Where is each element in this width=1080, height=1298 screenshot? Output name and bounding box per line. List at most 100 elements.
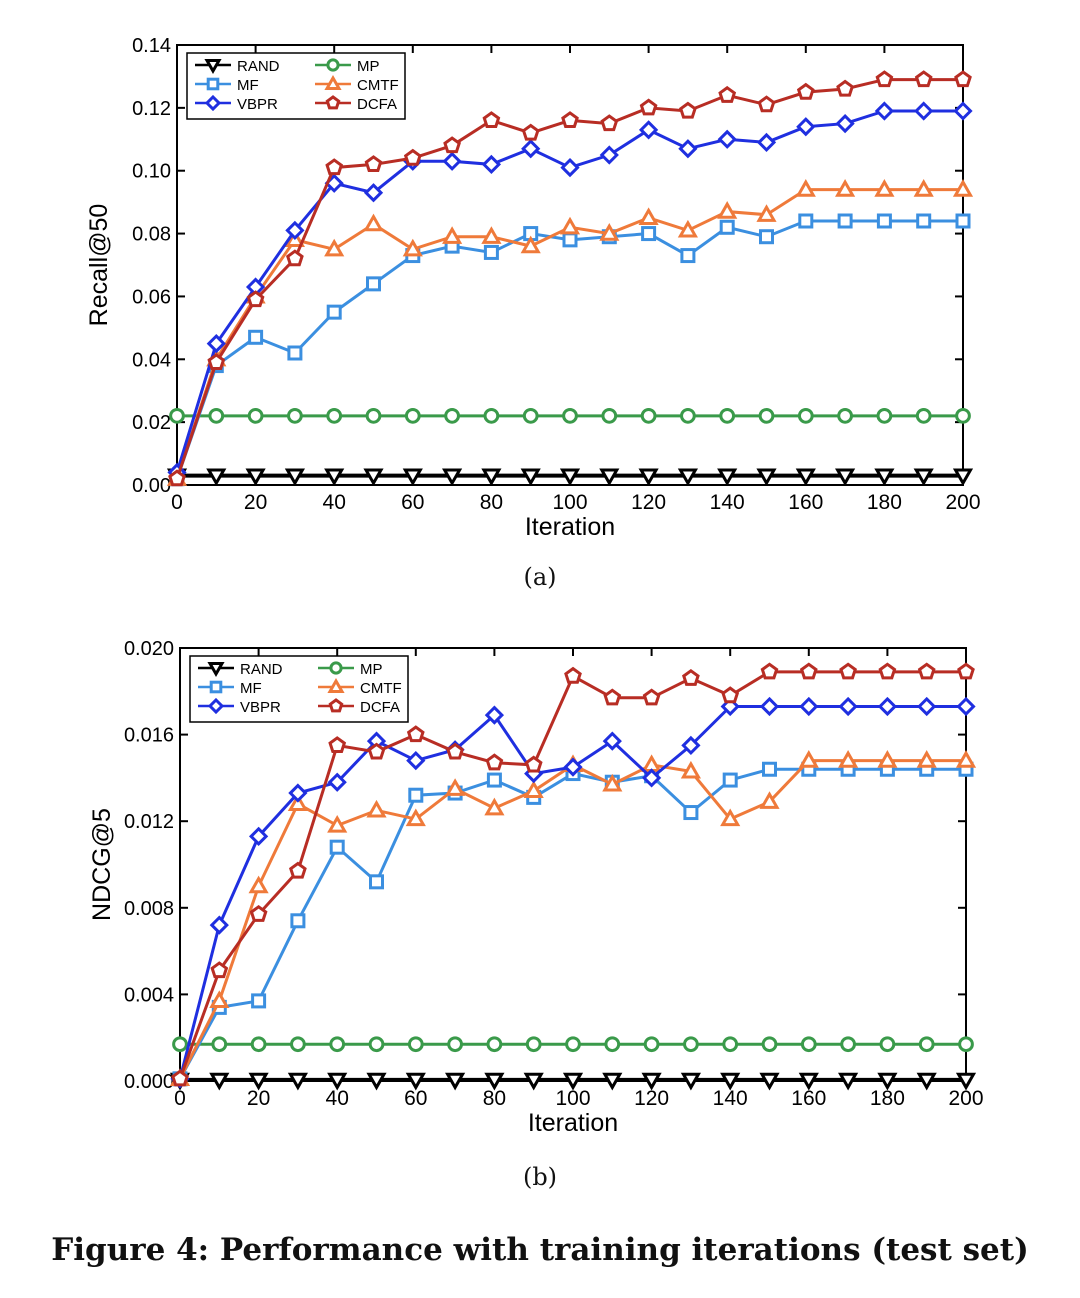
p0-data-point-mf bbox=[562, 232, 578, 248]
p0-data-point-dcfa bbox=[757, 95, 776, 113]
p1-data-point-mf bbox=[486, 772, 502, 788]
p0-x-tick-label: 160 bbox=[788, 491, 823, 514]
p1-data-point-cmtf bbox=[287, 793, 308, 812]
p0-data-point-vbpr bbox=[835, 113, 855, 134]
p1-legend-label-dcfa: DCFA bbox=[360, 699, 400, 716]
p0-data-point-vbpr bbox=[678, 139, 698, 159]
p1-data-point-mf bbox=[369, 874, 384, 890]
p1-data-point-dcfa bbox=[406, 725, 425, 743]
p1-data-point-vbpr bbox=[209, 915, 229, 935]
p1-legend-label-mp: MP bbox=[360, 661, 383, 678]
ndcg-chart: 0.000 0.004 0.008 0.012 0.016 0.020 0 20 40 60 80 1… bbox=[0, 600, 1080, 1160]
p0-data-point-mp bbox=[483, 407, 500, 424]
p0-data-point-cmtf bbox=[520, 235, 541, 254]
p1-data-point-dcfa bbox=[957, 662, 975, 680]
p0-x-tick-label: 80 bbox=[480, 491, 503, 514]
p0-data-point-dcfa bbox=[286, 249, 304, 267]
p1-data-point-rand bbox=[602, 1072, 623, 1091]
p1-data-point-cmtf bbox=[445, 778, 466, 796]
p1-data-point-mp bbox=[840, 1036, 856, 1053]
p0-data-point-rand bbox=[599, 468, 620, 487]
p1-legend-label-mf: MF bbox=[240, 680, 262, 697]
p1-legend-marker-rand bbox=[207, 662, 225, 678]
p0-data-point-cmtf bbox=[795, 179, 816, 197]
p0-data-point-vbpr bbox=[206, 333, 226, 354]
p0-data-point-vbpr bbox=[914, 101, 934, 121]
p0-data-point-mf bbox=[483, 244, 499, 260]
p1-data-point-dcfa bbox=[603, 688, 622, 706]
p0-data-point-mp bbox=[169, 407, 185, 424]
p1-data-point-dcfa bbox=[446, 742, 464, 760]
p0-data-point-mf bbox=[955, 213, 971, 229]
p0-data-point-mf bbox=[287, 345, 303, 361]
p1-data-point-vbpr bbox=[406, 750, 426, 771]
p1-data-point-rand bbox=[366, 1072, 387, 1091]
p1-data-point-mp bbox=[761, 1036, 778, 1053]
p0-legend-marker-cmtf bbox=[324, 74, 342, 90]
p1-data-point-dcfa bbox=[682, 668, 700, 686]
p0-data-point-mf bbox=[680, 248, 696, 264]
p0-x-tick-label: 120 bbox=[631, 491, 666, 514]
p1-data-point-vbpr bbox=[484, 705, 505, 725]
p0-data-point-mp bbox=[365, 407, 382, 424]
p1-data-point-dcfa bbox=[367, 742, 386, 760]
p0-data-point-dcfa bbox=[168, 469, 186, 487]
p0-data-point-mp bbox=[955, 407, 971, 424]
p0-data-point-cmtf bbox=[599, 223, 620, 241]
p1-y-tick-label: 0.020 bbox=[124, 638, 174, 660]
p1-x-tick-label: 200 bbox=[948, 1087, 983, 1110]
p1-x-axis-label: Iteration bbox=[528, 1109, 618, 1137]
p0-data-point-rand bbox=[874, 468, 895, 487]
p1-data-point-vbpr bbox=[641, 768, 662, 788]
p1-y-tick-label: 0.004 bbox=[124, 984, 174, 1006]
p0-legend-label-dcfa: DCFA bbox=[357, 96, 397, 113]
recall-chart-svg: 0.00 0.02 0.04 0.06 0.08 0.10 0.12 0.14 0 20 40 60 8… bbox=[85, 35, 981, 541]
p0-data-point-rand bbox=[206, 468, 227, 487]
p1-data-point-mf bbox=[329, 839, 345, 855]
p0-data-point-dcfa bbox=[836, 79, 854, 97]
p0-data-point-dcfa bbox=[875, 70, 894, 88]
p1-data-point-rand bbox=[484, 1072, 505, 1091]
p0-data-point-mp bbox=[326, 407, 343, 424]
p1-data-point-dcfa bbox=[328, 736, 347, 753]
p0-data-point-mf bbox=[837, 213, 853, 229]
p0-data-point-cmtf bbox=[442, 226, 463, 244]
p0-data-point-mp bbox=[719, 407, 736, 424]
p1-data-point-dcfa bbox=[839, 662, 857, 680]
p1-x-tick-label: 120 bbox=[634, 1087, 669, 1110]
p0-data-point-vbpr bbox=[796, 117, 816, 137]
p1-data-point-vbpr bbox=[602, 731, 622, 751]
p1-data-point-mp bbox=[800, 1036, 817, 1053]
p1-data-point-mp bbox=[722, 1036, 739, 1053]
p0-data-point-dcfa bbox=[443, 136, 461, 154]
p1-data-point-rand bbox=[327, 1072, 348, 1091]
p0-legend-label-rand: RAND bbox=[237, 58, 280, 75]
p1-data-point-mp bbox=[486, 1036, 503, 1053]
p0-data-point-mp bbox=[640, 407, 657, 424]
p1-legend-label-rand: RAND bbox=[240, 661, 283, 678]
p1-data-point-dcfa bbox=[210, 961, 229, 979]
p1-data-point-dcfa bbox=[249, 904, 268, 922]
p1-data-point-mp bbox=[447, 1036, 463, 1053]
p1-x-tick-label: 0 bbox=[174, 1087, 186, 1110]
p1-x-tick-label: 20 bbox=[247, 1087, 270, 1110]
p1-data-point-rand bbox=[798, 1072, 819, 1091]
p1-data-point-cmtf bbox=[484, 797, 505, 816]
p0-x-tick-label: 140 bbox=[710, 491, 745, 514]
ndcg-chart-svg: 0.000 0.004 0.008 0.012 0.016 0.020 0 20 40 60 80 1… bbox=[88, 638, 984, 1137]
p1-data-point-rand bbox=[641, 1072, 662, 1091]
p1-data-point-rand bbox=[680, 1072, 701, 1091]
p1-data-point-mp bbox=[172, 1036, 188, 1053]
p1-y-tick-label: 0.012 bbox=[124, 811, 174, 833]
p1-data-point-mp bbox=[958, 1036, 974, 1053]
p1-data-point-vbpr bbox=[877, 696, 898, 717]
p0-data-point-mf bbox=[641, 226, 657, 242]
p1-data-point-rand bbox=[562, 1072, 584, 1091]
p1-data-point-rand bbox=[523, 1072, 544, 1091]
p0-data-point-rand bbox=[363, 468, 384, 487]
p0-data-point-vbpr bbox=[442, 151, 462, 171]
p0-data-point-vbpr bbox=[953, 101, 973, 121]
p0-y-tick-label: 0.00 bbox=[132, 475, 171, 497]
p1-data-point-dcfa bbox=[485, 753, 504, 771]
p0-data-point-mp bbox=[680, 407, 696, 424]
